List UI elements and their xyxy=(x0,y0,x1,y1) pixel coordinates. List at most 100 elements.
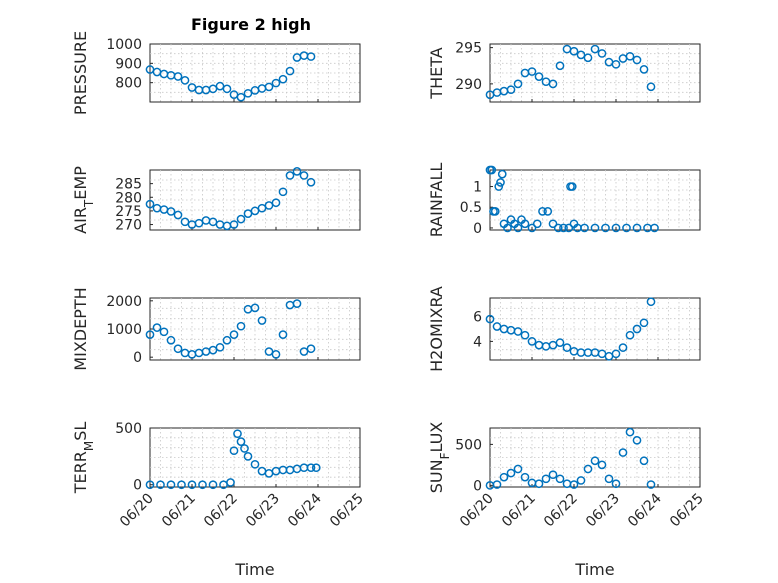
data-point xyxy=(264,347,274,356)
data-point xyxy=(590,44,600,54)
data-point xyxy=(180,75,190,85)
data-point xyxy=(243,209,253,218)
data-point xyxy=(532,219,542,229)
data-point xyxy=(632,55,642,65)
data-point xyxy=(194,218,204,228)
data-point xyxy=(306,52,316,61)
data-point xyxy=(622,223,631,233)
data-point xyxy=(506,85,516,95)
data-point xyxy=(250,303,260,313)
x-tick-label: 06/21 xyxy=(159,491,199,531)
data-point xyxy=(285,171,295,180)
data-point xyxy=(278,330,288,339)
data-point xyxy=(494,182,504,191)
data-point xyxy=(639,65,649,74)
data-point xyxy=(236,321,246,331)
data-point xyxy=(639,456,649,466)
data-point xyxy=(496,178,505,187)
data-point xyxy=(229,220,239,229)
data-point xyxy=(278,74,288,84)
y-tick-label: 1000 xyxy=(106,322,142,338)
data-point xyxy=(632,223,642,233)
data-point xyxy=(520,330,530,340)
y-tick-label: 285 xyxy=(115,177,142,193)
data-point xyxy=(513,79,523,89)
data-point xyxy=(646,82,656,92)
y-tick-label: 1 xyxy=(473,180,482,196)
data-point xyxy=(555,474,565,484)
data-point xyxy=(257,316,267,325)
data-point xyxy=(569,480,579,489)
data-point xyxy=(490,207,500,216)
data-point xyxy=(548,470,558,480)
data-point xyxy=(611,59,621,69)
data-point xyxy=(166,207,176,216)
data-point xyxy=(236,437,246,446)
x-tick-label: 06/22 xyxy=(201,491,241,531)
data-point xyxy=(271,350,281,359)
y-axis-label: SUNFLUX xyxy=(427,422,452,494)
data-point xyxy=(240,444,249,453)
y-tick-label: 290 xyxy=(455,77,482,93)
x-tick-label: 06/21 xyxy=(499,491,539,531)
y-axis-label: THETA xyxy=(427,47,446,99)
data-point xyxy=(618,343,628,352)
y-tick-label: 1000 xyxy=(106,37,142,53)
data-point xyxy=(597,49,607,58)
subplot-1: 800 900 1000 PRESSURE xyxy=(71,31,361,115)
data-point xyxy=(567,182,577,191)
data-point xyxy=(576,476,586,485)
y-tick-label: 6 xyxy=(473,310,482,326)
x-tick-label: 06/25 xyxy=(327,491,367,531)
data-point xyxy=(159,327,169,337)
data-point xyxy=(264,201,274,210)
data-point xyxy=(311,463,321,473)
data-point xyxy=(229,446,239,456)
data-point xyxy=(541,474,551,484)
data-point xyxy=(601,223,610,233)
data-point xyxy=(534,479,544,489)
data-point xyxy=(618,448,628,457)
subplot-4: 0 0.5 1 RAINFALL xyxy=(427,163,701,237)
y-axis-label: PRESSURE xyxy=(71,31,90,115)
data-point xyxy=(229,330,239,339)
data-point xyxy=(646,297,656,307)
data-point xyxy=(499,472,509,482)
y-tick-label: 2000 xyxy=(106,294,142,310)
data-point xyxy=(555,338,565,347)
data-point xyxy=(590,456,600,466)
data-point xyxy=(292,167,302,176)
data-point xyxy=(208,345,218,355)
data-point xyxy=(625,427,635,437)
data-point xyxy=(264,82,274,92)
data-point xyxy=(173,72,183,81)
data-point xyxy=(503,223,512,233)
data-point xyxy=(513,464,523,474)
data-point xyxy=(250,206,260,216)
data-point xyxy=(198,480,207,490)
data-point xyxy=(233,429,242,439)
data-point xyxy=(548,219,558,229)
data-point xyxy=(173,344,183,354)
y-axis-label: AIRTEMP xyxy=(71,166,96,234)
data-point xyxy=(156,480,165,490)
data-point xyxy=(520,219,530,229)
data-point xyxy=(243,88,253,98)
data-point xyxy=(590,223,600,233)
data-point xyxy=(625,330,635,340)
data-point xyxy=(180,217,190,227)
x-tick-label: 06/22 xyxy=(541,491,581,531)
data-point xyxy=(527,223,537,233)
figure-title: Figure 2 high xyxy=(191,15,311,34)
y-tick-label: 0 xyxy=(473,221,482,237)
data-point xyxy=(527,337,537,346)
data-point xyxy=(306,463,316,473)
data-point xyxy=(611,479,621,489)
data-point xyxy=(569,46,579,56)
data-point xyxy=(562,343,572,352)
y-tick-label: 0 xyxy=(133,478,142,494)
y-tick-label: 295 xyxy=(455,41,482,57)
data-point xyxy=(145,480,155,490)
